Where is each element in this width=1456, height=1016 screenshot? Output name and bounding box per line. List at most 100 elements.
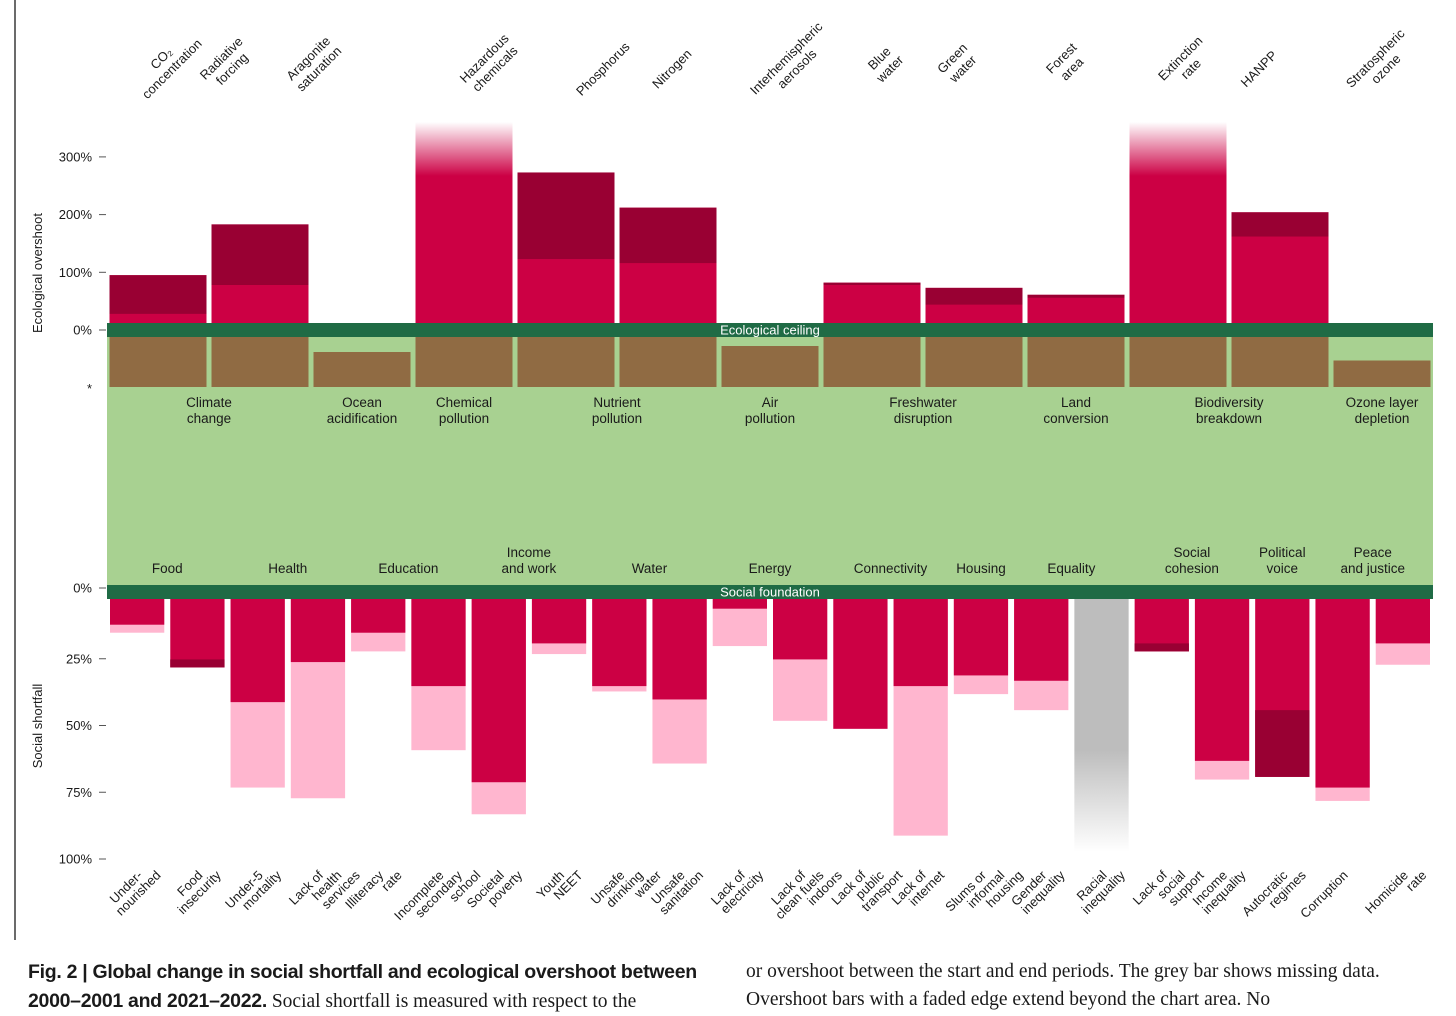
ecological-overshoot-increase bbox=[211, 224, 309, 285]
bands-layer: Ecological ceiling Social foundation bbox=[107, 323, 1433, 600]
social-shortfall-bar bbox=[893, 598, 948, 687]
social-indicator-label: Under-nourished bbox=[103, 858, 163, 918]
social-indicator-label: Homiciderate bbox=[1362, 858, 1429, 925]
ecological-indicator-label: Interhemisphericaerosols bbox=[747, 19, 837, 109]
ecological-baseline-bar bbox=[211, 337, 309, 387]
ecological-baseline-bar bbox=[1333, 360, 1431, 387]
ecological-indicator-label: Extinctionrate bbox=[1155, 33, 1216, 94]
figure-caption-right: or overshoot between the start and end p… bbox=[746, 958, 1436, 1014]
social-indicator-label: Lack ofclean fuelsindoors bbox=[763, 849, 845, 931]
y-tick-label: 25% bbox=[66, 651, 92, 666]
social-shortfall-bar bbox=[170, 598, 225, 668]
ecological-dimension-label: Land conversion bbox=[1043, 395, 1108, 426]
social-dimension-label: Income and work bbox=[502, 545, 557, 576]
social-shortfall-increase bbox=[1134, 643, 1189, 652]
social-shortfall-bar bbox=[1014, 598, 1069, 681]
social-dimension-label: Political voice bbox=[1259, 545, 1306, 576]
ecological-indicator-label: Aragonitesaturation bbox=[283, 33, 345, 95]
ecological-indicator-label: HANPP bbox=[1238, 48, 1280, 90]
ecological-dimension-label: Climate change bbox=[186, 395, 232, 426]
social-shortfall-bar bbox=[1134, 598, 1189, 652]
ecological-overshoot-increase bbox=[109, 275, 207, 314]
y-tick-label: 75% bbox=[66, 785, 92, 800]
ecological-baseline-bar bbox=[517, 337, 615, 387]
social-dimension-label: Housing bbox=[956, 561, 1006, 576]
social-indicator-label: Racialinequality bbox=[1069, 858, 1128, 917]
left-border bbox=[14, 0, 16, 940]
ecological-overshoot-bar bbox=[823, 282, 921, 330]
ecological-indicator-label: CO₂concentration bbox=[128, 25, 204, 101]
social-shortfall-bar bbox=[1194, 598, 1250, 761]
social-shortfall-bar bbox=[411, 598, 466, 687]
caption-right-text: or overshoot between the start and end p… bbox=[746, 961, 1380, 1010]
ecological-baseline-bar bbox=[1231, 337, 1329, 387]
ecological-dimension-label: Air pollution bbox=[745, 395, 795, 426]
social-indicator-label: Lack ofelectricity bbox=[708, 858, 767, 917]
ecological-dimension-label: Nutrient pollution bbox=[592, 395, 642, 426]
social-dimension-label: Equality bbox=[1047, 561, 1095, 576]
ecological-indicator-label: Forestarea bbox=[1043, 40, 1091, 88]
ecological-overshoot-fade bbox=[1129, 122, 1227, 176]
shortfall-axis-title: Social shortfall bbox=[30, 684, 45, 769]
ecological-overshoot-increase bbox=[517, 172, 615, 260]
y-tick-label: 300% bbox=[59, 149, 93, 164]
ecological-ceiling-band bbox=[107, 323, 1433, 337]
ecological-baseline-bar bbox=[721, 346, 819, 387]
ecological-ceiling-label: Ecological ceiling bbox=[720, 323, 820, 338]
social-shortfall-bar bbox=[230, 598, 285, 703]
social-shortfall-bar bbox=[1375, 598, 1430, 644]
social-indicator-label: Lack ofpublictransport bbox=[828, 849, 905, 926]
ecological-overshoot-increase bbox=[619, 207, 717, 264]
ecological-overshoot-fade bbox=[415, 122, 513, 176]
ecological-baseline-bar bbox=[823, 337, 921, 387]
ecological-baseline-bar bbox=[925, 337, 1023, 387]
social-shortfall-bar bbox=[833, 598, 888, 729]
ecological-dimension-label: Biodiversity breakdown bbox=[1194, 395, 1263, 426]
social-shortfall-bar bbox=[351, 598, 406, 633]
ecological-baseline-bar bbox=[415, 337, 513, 387]
y-tick-label: 100% bbox=[59, 265, 93, 280]
social-dimension-label: Education bbox=[378, 561, 438, 576]
social-indicator-label: Lack ofsocialsupport bbox=[1130, 849, 1207, 926]
figure-caption-left: Fig. 2 | Global change in social shortfa… bbox=[28, 958, 718, 1016]
social-indicator-label: Foodinsecurity bbox=[165, 858, 224, 917]
social-indicator-label: Unsafedrinkingwater bbox=[588, 849, 665, 926]
ecological-overshoot-increase bbox=[1231, 212, 1329, 237]
ecological-overshoot-increase bbox=[1027, 294, 1125, 298]
ecological-indicator-label: Bluewater bbox=[862, 41, 907, 86]
ecological-indicator-label: Greenwater bbox=[934, 40, 981, 87]
social-shortfall-bar bbox=[953, 598, 1009, 676]
ecological-dimension-label: Ocean acidification bbox=[327, 395, 398, 426]
ecological-dimension-label: Ozone layer depletion bbox=[1346, 395, 1419, 426]
social-dimension-label: Connectivity bbox=[854, 561, 928, 576]
ecological-dimension-label: Freshwater disruption bbox=[889, 395, 957, 426]
social-missing-bar bbox=[1074, 598, 1129, 852]
social-indicator-label: Societalpoverty bbox=[464, 858, 526, 920]
social-indicator-label: Lack ofinternet bbox=[889, 858, 948, 917]
ecological-indicator-label: Stratosphericozone bbox=[1343, 25, 1419, 101]
social-indicator-label: Unsafesanitation bbox=[647, 858, 706, 917]
social-indicator-label: Lack ofhealthservices bbox=[286, 849, 363, 926]
y-tick-label: 100% bbox=[59, 852, 93, 867]
bars-layer bbox=[109, 122, 1431, 852]
doughnut-bar-chart: Ecological ceiling Social foundation 300%… bbox=[30, 19, 1433, 931]
social-shortfall-bar bbox=[290, 598, 346, 663]
social-shortfall-bar bbox=[531, 598, 587, 644]
social-shortfall-increase bbox=[170, 659, 225, 668]
caption-left-text: Social shortfall is measured with respec… bbox=[266, 991, 637, 1012]
y-tick-label: 50% bbox=[66, 718, 92, 733]
ecological-overshoot-increase bbox=[823, 282, 921, 285]
social-dimension-label: Health bbox=[268, 561, 307, 576]
social-shortfall-bar bbox=[592, 598, 647, 687]
y-tick-label: 0% bbox=[73, 581, 92, 596]
ecological-indicator-label: Radiativeforcing bbox=[197, 34, 257, 94]
social-indicator-label: Genderinequality bbox=[1008, 858, 1068, 918]
caption-title: Fig. 2 | Global change in social shortfa… bbox=[28, 961, 697, 1012]
ecological-overshoot-increase bbox=[925, 287, 1023, 305]
ecological-baseline-bar bbox=[619, 337, 717, 387]
ecological-baseline-bar bbox=[109, 337, 207, 387]
social-foundation-label: Social foundation bbox=[720, 585, 820, 600]
social-dimension-label: Water bbox=[632, 561, 668, 576]
social-indicator-label: YouthNEET bbox=[533, 858, 585, 910]
social-shortfall-bar bbox=[773, 598, 828, 660]
